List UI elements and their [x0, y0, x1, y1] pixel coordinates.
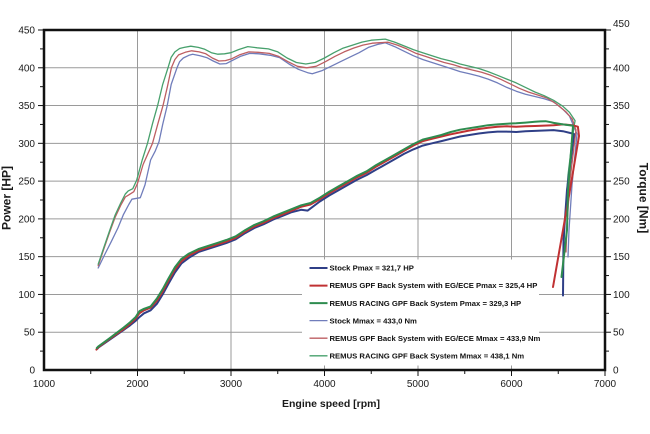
- svg-text:200: 200: [613, 214, 630, 225]
- svg-text:300: 300: [18, 139, 35, 150]
- svg-text:350: 350: [613, 101, 630, 112]
- svg-text:4000: 4000: [313, 379, 336, 390]
- svg-text:7000: 7000: [594, 379, 617, 390]
- svg-text:100: 100: [613, 290, 630, 301]
- svg-text:REMUS RACING GPF Back System M: REMUS RACING GPF Back System Mmax = 438,…: [330, 351, 525, 360]
- svg-text:150: 150: [18, 252, 35, 263]
- svg-text:50: 50: [613, 328, 625, 339]
- svg-text:REMUS GPF Back System with EG/: REMUS GPF Back System with EG/ECE Pmax =…: [330, 281, 538, 290]
- svg-text:0: 0: [29, 366, 35, 377]
- svg-text:350: 350: [18, 101, 35, 112]
- svg-text:250: 250: [18, 177, 35, 188]
- svg-text:Torque [Nm]: Torque [Nm]: [637, 163, 650, 233]
- svg-text:Power [HP]: Power [HP]: [0, 166, 14, 230]
- svg-text:Stock Pmax = 321,7 HP: Stock Pmax = 321,7 HP: [330, 264, 414, 273]
- svg-text:6000: 6000: [500, 379, 523, 390]
- svg-text:Stock Mmax = 433,0 Nm: Stock Mmax = 433,0 Nm: [330, 316, 418, 325]
- svg-text:150: 150: [613, 252, 630, 263]
- svg-text:0: 0: [613, 366, 619, 377]
- svg-text:450: 450: [18, 26, 35, 37]
- svg-text:REMUS GPF Back System with EG/: REMUS GPF Back System with EG/ECE Mmax =…: [330, 334, 541, 343]
- svg-text:450: 450: [613, 19, 630, 30]
- svg-text:100: 100: [18, 290, 35, 301]
- svg-text:400: 400: [613, 63, 630, 74]
- svg-text:Engine speed [rpm]: Engine speed [rpm]: [282, 398, 380, 410]
- svg-text:3000: 3000: [220, 379, 243, 390]
- svg-text:250: 250: [613, 177, 630, 188]
- svg-text:400: 400: [18, 63, 35, 74]
- svg-text:2000: 2000: [126, 379, 149, 390]
- svg-text:200: 200: [18, 214, 35, 225]
- svg-text:50: 50: [24, 328, 36, 339]
- svg-text:5000: 5000: [407, 379, 430, 390]
- svg-text:300: 300: [613, 139, 630, 150]
- svg-text:1000: 1000: [33, 379, 56, 390]
- svg-text:REMUS RACING GPF Back System P: REMUS RACING GPF Back System Pmax = 329,…: [330, 299, 522, 308]
